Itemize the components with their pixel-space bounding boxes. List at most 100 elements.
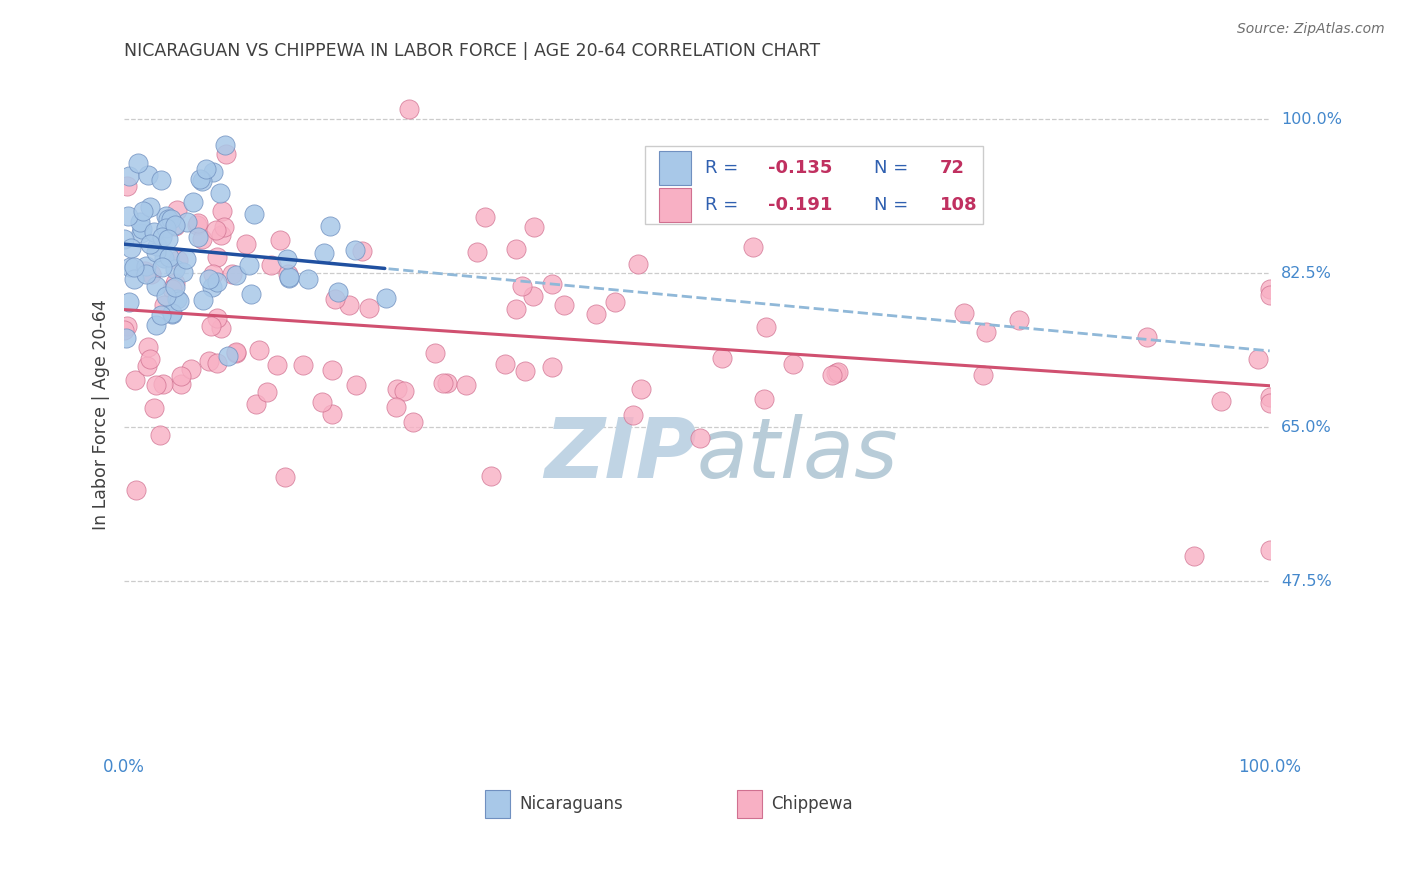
Point [136,168,159,182]
Point [337,298,360,312]
Point [297,272,319,286]
Point [1247,351,1270,366]
Point [174,252,197,266]
Point [221,267,243,281]
Point [260,258,283,272]
Point [630,383,652,397]
Text: Nicaraguans: Nicaraguans [519,795,623,813]
Point [752,392,775,406]
Point [432,376,454,390]
Point [505,301,527,316]
Point [166,203,188,218]
Point [167,293,190,308]
Point [195,161,218,176]
Point [135,268,157,282]
Point [170,369,193,384]
Point [494,357,516,371]
Point [243,207,266,221]
Point [155,289,177,303]
Point [385,401,408,415]
Point [167,252,190,267]
Text: -0.135: -0.135 [768,159,832,178]
Point [150,308,173,322]
Point [115,318,138,333]
Point [190,232,212,246]
Point [256,385,278,400]
Point [343,243,366,257]
Point [188,172,211,186]
Point [523,219,546,234]
Point [163,276,186,290]
Point [159,212,181,227]
Point [710,351,733,366]
Point [266,358,288,372]
Point [541,360,564,375]
Point [118,260,141,275]
Point [1258,543,1281,558]
Point [153,297,176,311]
Point [120,241,142,255]
Point [1182,549,1205,564]
Point [515,364,537,378]
Point [183,195,205,210]
Point [170,376,193,391]
Point [200,280,222,294]
Point [191,174,214,188]
Point [824,366,846,380]
Point [402,415,425,429]
Point [626,257,648,271]
Point [145,377,167,392]
Point [585,307,607,321]
Point [425,345,447,359]
Point [153,251,176,265]
Point [454,377,477,392]
Point [605,294,627,309]
Point [112,323,135,337]
Point [166,292,188,306]
Point [124,373,146,387]
Text: atlas: atlas [697,414,898,495]
Point [117,209,139,223]
Point [1258,395,1281,409]
Point [200,318,222,333]
Point [278,269,301,284]
Point [152,377,174,392]
Point [269,233,291,247]
Point [326,285,349,300]
Point [245,397,267,411]
Point [187,229,209,244]
Point [375,291,398,305]
Point [122,260,145,275]
Point [239,286,262,301]
Point [312,245,335,260]
Point [321,407,343,421]
Text: Chippewa: Chippewa [772,795,853,813]
Point [201,165,224,179]
Text: 82.5%: 82.5% [1281,266,1331,281]
Point [522,289,544,303]
Point [276,252,298,266]
Point [782,357,804,371]
Point [129,226,152,240]
Text: -0.191: -0.191 [768,196,832,214]
Point [122,272,145,286]
Point [1211,394,1233,409]
Point [207,250,229,264]
Point [127,155,149,169]
Point [145,278,167,293]
Text: ZIP: ZIP [544,414,697,495]
Point [357,301,380,315]
Point [621,408,644,422]
Point [238,258,260,272]
Point [512,278,534,293]
Point [136,359,159,373]
Point [474,210,496,224]
Point [436,376,458,391]
Point [742,240,765,254]
Point [201,267,224,281]
Point [160,306,183,320]
Text: 108: 108 [939,196,977,214]
Point [225,268,247,282]
Point [145,318,167,332]
Point [1136,330,1159,344]
